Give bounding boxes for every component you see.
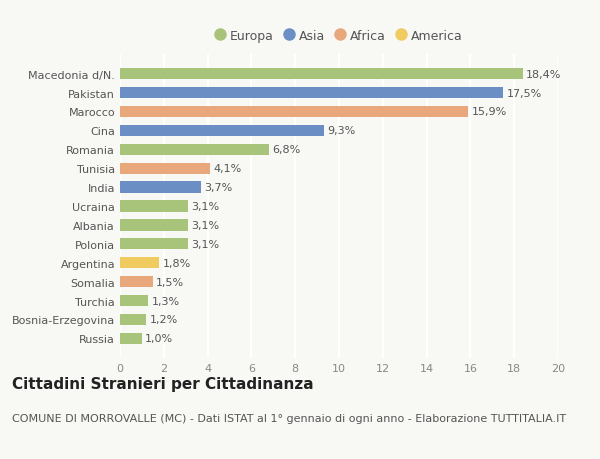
Text: 15,9%: 15,9%	[472, 107, 507, 117]
Text: 6,8%: 6,8%	[272, 145, 301, 155]
Bar	[120, 201, 188, 212]
Bar	[120, 333, 142, 344]
Text: 4,1%: 4,1%	[213, 164, 241, 174]
Bar	[120, 163, 210, 174]
Bar	[120, 276, 153, 288]
Text: COMUNE DI MORROVALLE (MC) - Dati ISTAT al 1° gennaio di ogni anno - Elaborazione: COMUNE DI MORROVALLE (MC) - Dati ISTAT a…	[12, 413, 566, 423]
Bar	[120, 182, 201, 193]
Text: 3,1%: 3,1%	[191, 202, 220, 212]
Text: 1,2%: 1,2%	[149, 315, 178, 325]
Text: 1,3%: 1,3%	[152, 296, 180, 306]
Bar	[120, 106, 468, 118]
Text: 3,1%: 3,1%	[191, 239, 220, 249]
Text: Cittadini Stranieri per Cittadinanza: Cittadini Stranieri per Cittadinanza	[12, 376, 314, 392]
Bar	[120, 257, 160, 269]
Bar	[120, 314, 146, 325]
Text: 1,0%: 1,0%	[145, 334, 173, 344]
Bar	[120, 295, 148, 307]
Text: 1,8%: 1,8%	[163, 258, 191, 268]
Bar	[120, 239, 188, 250]
Text: 9,3%: 9,3%	[327, 126, 355, 136]
Text: 3,1%: 3,1%	[191, 220, 220, 230]
Text: 3,7%: 3,7%	[205, 183, 233, 193]
Text: 18,4%: 18,4%	[526, 69, 562, 79]
Bar	[120, 144, 269, 156]
Legend: Europa, Asia, Africa, America: Europa, Asia, Africa, America	[210, 25, 468, 48]
Text: 17,5%: 17,5%	[506, 89, 542, 98]
Bar	[120, 69, 523, 80]
Text: 1,5%: 1,5%	[156, 277, 184, 287]
Bar	[120, 88, 503, 99]
Bar	[120, 220, 188, 231]
Bar	[120, 125, 323, 137]
